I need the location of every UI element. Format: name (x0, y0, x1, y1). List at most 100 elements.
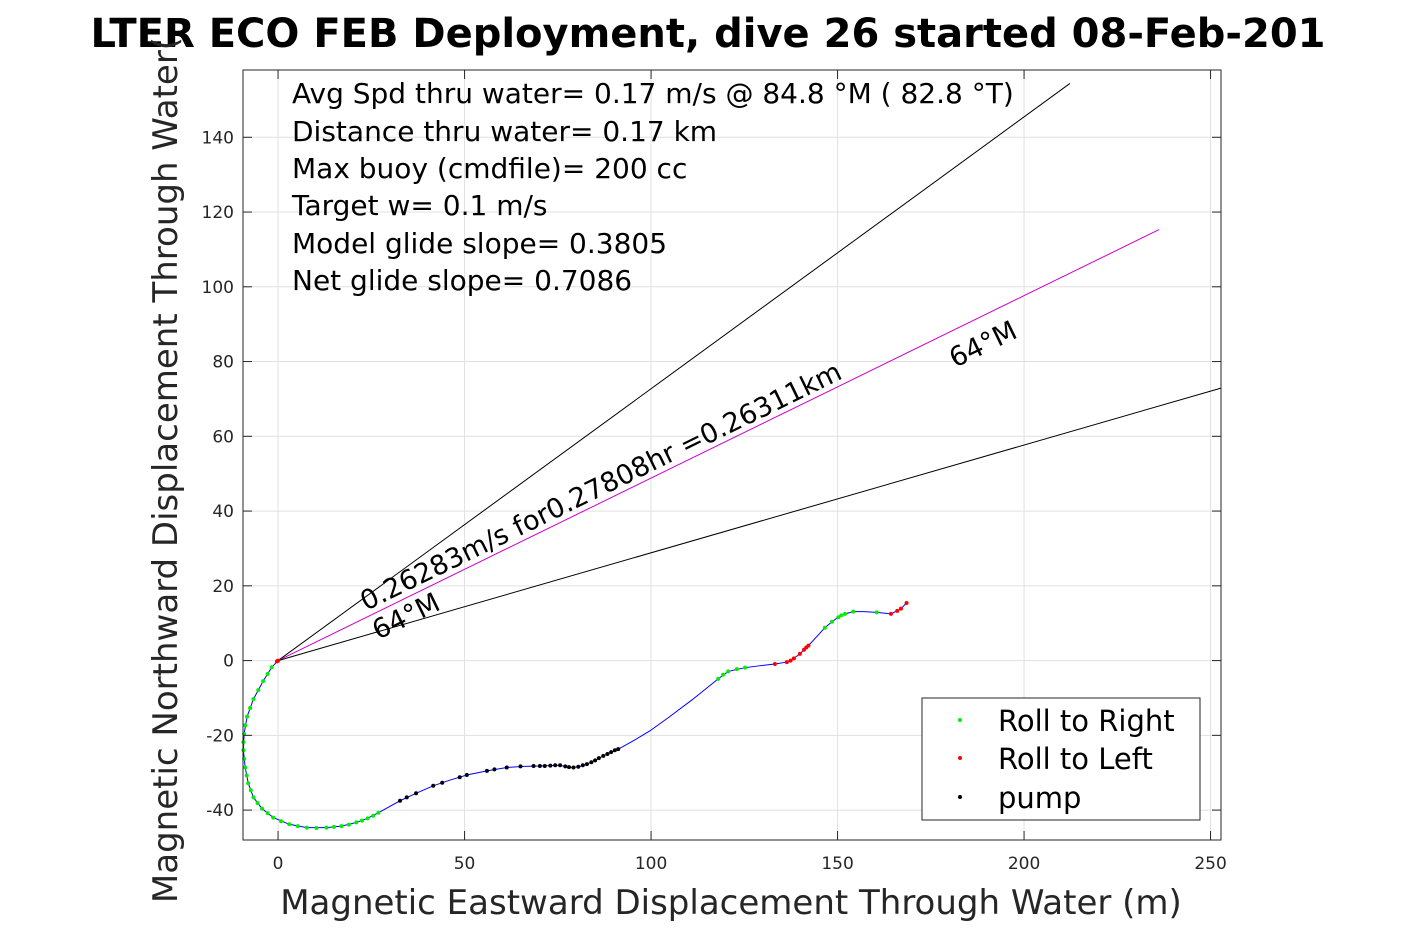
marker-roll-to-right (314, 826, 319, 831)
ticks: 0 50 100 150 200 250 -40 -20 0 20 40 60 80 100 120 140 (202, 70, 1227, 874)
marker-roll-to-left (274, 659, 279, 664)
x-tick-label: 0 (273, 854, 284, 874)
marker-roll-to-right (829, 619, 834, 624)
y-tick-label: 80 (212, 353, 234, 373)
legend-label-roll-right: Roll to Right (998, 704, 1175, 738)
marker-pump (567, 765, 571, 770)
marker-roll-to-right (256, 688, 261, 693)
marker-roll-to-right (243, 765, 248, 770)
marker-roll-to-right (822, 625, 827, 630)
marker-pump (464, 772, 469, 777)
marker-pump (548, 763, 553, 768)
y-tick-label: 120 (202, 203, 234, 223)
marker-roll-to-left (806, 643, 811, 648)
marker-roll-to-left (797, 651, 802, 656)
marker-roll-to-right (251, 795, 256, 800)
reference-line-heading (277, 229, 1160, 662)
marker-roll-to-right (287, 822, 292, 827)
marker-roll-to-right (265, 672, 270, 677)
marker-roll-to-right (354, 820, 359, 825)
x-axis-label: Magnetic Eastward Displacement Through W… (280, 883, 1182, 923)
y-tick-label: 60 (212, 427, 234, 447)
marker-pump (571, 765, 576, 770)
marker-pump (504, 765, 509, 770)
marker-pump (553, 763, 558, 768)
marker-pump (612, 748, 617, 753)
marker-pump (518, 764, 523, 769)
marker-roll-to-left (898, 606, 903, 611)
info-line: Model glide slope= 0.3805 (292, 227, 667, 260)
marker-roll-to-left (904, 601, 909, 606)
legend-marker-pump (958, 795, 962, 799)
marker-pump (563, 764, 568, 769)
legend-label-roll-left: Roll to Left (998, 742, 1153, 776)
marker-pump (609, 750, 614, 755)
marker-roll-to-right (339, 824, 344, 829)
y-tick-label: 140 (202, 128, 234, 148)
marker-roll-to-left (895, 608, 900, 613)
marker-roll-to-left (772, 661, 777, 666)
marker-roll-to-right (346, 822, 351, 827)
marker-pump (558, 763, 563, 768)
marker-roll-to-right (851, 609, 856, 614)
marker-pump (440, 780, 445, 785)
info-line: Avg Spd thru water= 0.17 m/s @ 84.8 °M (… (292, 77, 1014, 110)
marker-roll-to-right (271, 815, 276, 820)
legend-marker-roll-right (958, 718, 962, 722)
marker-roll-to-right (269, 665, 274, 670)
marker-pump (492, 767, 497, 772)
marker-roll-to-right (261, 679, 266, 684)
y-tick-label: 100 (202, 278, 234, 298)
marker-roll-to-right (248, 788, 253, 793)
marker-pump (484, 768, 489, 773)
track (242, 602, 907, 829)
marker-roll-to-right (244, 773, 249, 778)
marker-roll-to-right (246, 781, 251, 786)
marker-roll-to-right (836, 615, 841, 620)
marker-pump (404, 795, 409, 800)
marker-roll-to-right (359, 818, 364, 823)
reference-line-heading-minus (277, 387, 1222, 662)
marker-roll-to-right (295, 824, 300, 829)
x-tick-label: 200 (1008, 854, 1040, 874)
reference-lines (277, 83, 1222, 662)
marker-roll-to-right (245, 714, 250, 719)
x-tick-label: 50 (454, 854, 476, 874)
marker-pump (531, 763, 536, 768)
marker-roll-to-right (248, 706, 253, 711)
marker-roll-to-right (365, 816, 370, 821)
marker-roll-to-right (743, 665, 748, 670)
marker-roll-to-right (721, 672, 726, 677)
grid (243, 70, 1221, 840)
marker-pump (457, 775, 462, 780)
legend-box (921, 697, 1201, 821)
marker-roll-to-right (376, 810, 381, 815)
marker-roll-to-right (371, 813, 376, 818)
info-box: Avg Spd thru water= 0.17 m/s @ 84.8 °M (… (291, 77, 1014, 297)
y-tick-label: 40 (212, 502, 234, 522)
x-tick-label: 100 (635, 854, 667, 874)
marker-pump (584, 762, 589, 767)
marker-pump (605, 752, 610, 757)
marker-pump (580, 763, 585, 768)
heading-label-high: 64°M (944, 315, 1022, 374)
x-tick-label: 150 (821, 854, 853, 874)
legend-label-pump: pump (998, 781, 1081, 815)
markers (241, 601, 909, 831)
marker-roll-to-right (874, 610, 879, 615)
marker-pump (601, 753, 606, 758)
track-line (242, 602, 907, 829)
marker-pump (616, 747, 621, 752)
marker-roll-to-left (888, 611, 893, 616)
y-tick-label: -20 (206, 726, 234, 746)
info-line: Net glide slope= 0.7086 (292, 264, 632, 297)
marker-roll-to-right (243, 723, 248, 728)
y-tick-label: 20 (212, 577, 234, 597)
marker-pump (537, 763, 542, 768)
marker-pump (431, 783, 436, 788)
marker-roll-to-left (784, 660, 789, 665)
marker-roll-to-right (279, 819, 284, 824)
info-line: Target w= 0.1 m/s (291, 189, 548, 222)
info-line: Distance thru water= 0.17 km (292, 115, 717, 148)
